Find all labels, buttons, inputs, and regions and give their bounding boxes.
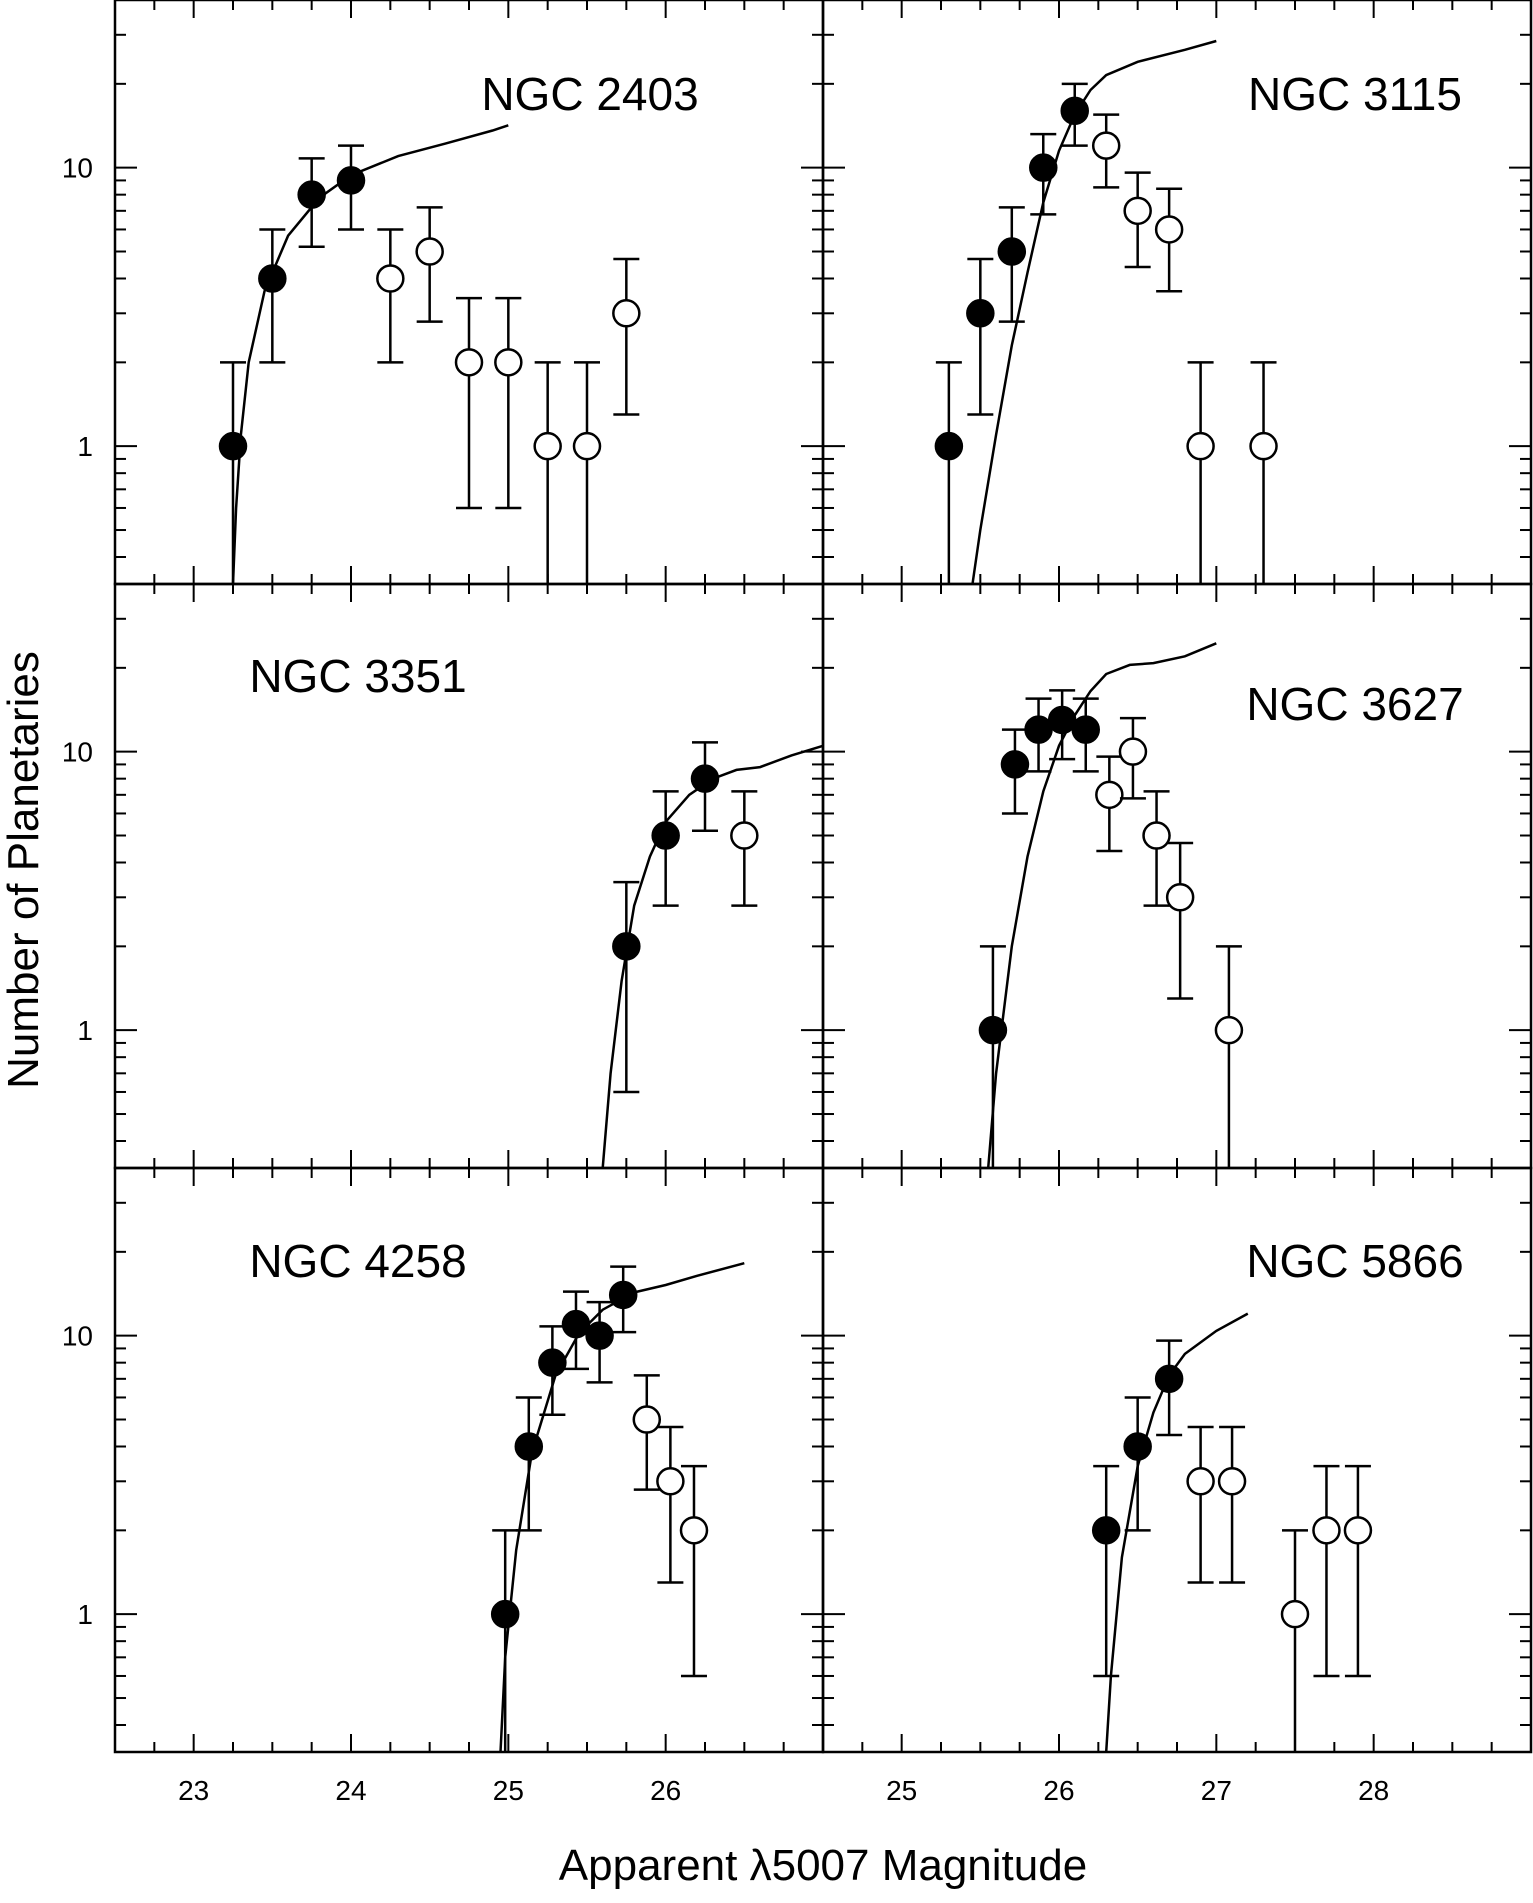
open-data-point — [1154, 215, 1184, 244]
filled-data-point — [1029, 153, 1058, 182]
filled-data-point — [490, 1599, 520, 1629]
model-curve — [971, 39, 1217, 585]
y-tick-label: 1 — [77, 1015, 93, 1046]
filled-data-point — [514, 1432, 544, 1461]
open-data-point — [730, 821, 759, 850]
open-data-point — [1280, 1599, 1310, 1629]
x-axis-label: Apparent λ5007 Magnitude — [559, 1841, 1087, 1890]
open-data-point — [1217, 1467, 1247, 1496]
panel-2: NGC 3115 — [821, 0, 1533, 586]
open-data-point — [1142, 821, 1171, 850]
panel-title: NGC 3627 — [1246, 678, 1463, 730]
model-curve — [1104, 1312, 1249, 1753]
panel-4: NGC 3627 — [821, 582, 1533, 1170]
open-data-point — [1186, 1467, 1215, 1496]
x-tick-label: 25 — [493, 1775, 524, 1806]
panel-title: NGC 3115 — [1248, 68, 1462, 120]
open-data-point — [533, 431, 562, 461]
open-data-point — [1343, 1516, 1373, 1545]
open-data-point — [656, 1467, 685, 1496]
filled-data-point — [1047, 705, 1077, 735]
filled-data-point — [1154, 1364, 1184, 1394]
panel-1: 1 10 NGC 2403 — [62, 0, 825, 586]
panel-frame — [821, 582, 1533, 1170]
open-data-point — [454, 348, 484, 377]
filled-data-point — [585, 1321, 614, 1350]
open-data-point — [1118, 737, 1148, 766]
x-tick-label: 23 — [178, 1775, 209, 1806]
open-data-point — [1186, 431, 1215, 461]
open-data-point — [572, 431, 602, 461]
open-data-point — [1249, 431, 1278, 461]
y-tick-label: 10 — [62, 153, 93, 184]
filled-data-point — [1091, 1516, 1121, 1545]
filled-data-point — [690, 764, 720, 793]
open-data-point — [415, 237, 444, 266]
filled-data-point — [966, 299, 995, 328]
model-curve — [499, 1261, 745, 1753]
panel-title: NGC 2403 — [481, 68, 698, 120]
panel-frame — [113, 582, 825, 1170]
open-data-point — [1165, 883, 1195, 912]
filled-data-point — [1071, 715, 1100, 744]
open-data-point — [1214, 1015, 1244, 1045]
open-data-point — [1095, 780, 1124, 810]
y-tick-label: 10 — [62, 1321, 93, 1352]
open-data-point — [1312, 1516, 1341, 1545]
filled-data-point — [1060, 96, 1089, 126]
open-data-point — [376, 264, 405, 293]
panel-6: 25 26 27 28 NGC 5866 — [821, 1166, 1533, 1806]
filled-data-point — [336, 166, 366, 195]
y-tick-label: 1 — [77, 1599, 93, 1630]
x-tick-label: 26 — [650, 1775, 681, 1806]
filled-data-point — [608, 1280, 638, 1310]
open-data-point — [1123, 196, 1152, 226]
filled-data-point — [651, 821, 680, 850]
filled-data-point — [1024, 715, 1053, 744]
filled-data-point — [978, 1015, 1008, 1045]
filled-data-point — [258, 264, 287, 293]
open-data-point — [494, 348, 523, 377]
model-curve — [601, 744, 824, 1169]
panel-frame — [113, 1166, 825, 1754]
x-tick-label: 26 — [1043, 1775, 1074, 1806]
filled-data-point — [561, 1309, 591, 1339]
y-tick-label: 1 — [77, 431, 93, 462]
filled-data-point — [612, 932, 641, 961]
panel-title: NGC 5866 — [1246, 1235, 1463, 1287]
filled-data-point — [297, 180, 326, 209]
panel-5: 1 10 23 24 25 26 NGC 4258 — [62, 1166, 825, 1806]
y-axis-label: Number of Planetaries — [0, 651, 48, 1089]
x-tick-label: 24 — [335, 1775, 366, 1806]
filled-data-point — [1123, 1432, 1152, 1461]
panel-title: NGC 3351 — [249, 650, 466, 702]
x-tick-label: 25 — [886, 1775, 917, 1806]
open-data-point — [612, 299, 641, 328]
filled-data-point — [934, 431, 964, 461]
x-tick-label: 27 — [1201, 1775, 1232, 1806]
x-tick-label: 28 — [1358, 1775, 1389, 1806]
panel-3: 1 10 NGC 3351 — [62, 582, 825, 1170]
panel-title: NGC 4258 — [249, 1235, 466, 1287]
open-data-point — [632, 1405, 662, 1434]
y-tick-label: 10 — [62, 737, 93, 768]
open-data-point — [1091, 131, 1121, 160]
filled-data-point — [218, 431, 248, 461]
filled-data-point — [538, 1348, 567, 1377]
open-data-point — [679, 1516, 709, 1545]
filled-data-point — [997, 237, 1027, 266]
filled-data-point — [1000, 750, 1030, 779]
